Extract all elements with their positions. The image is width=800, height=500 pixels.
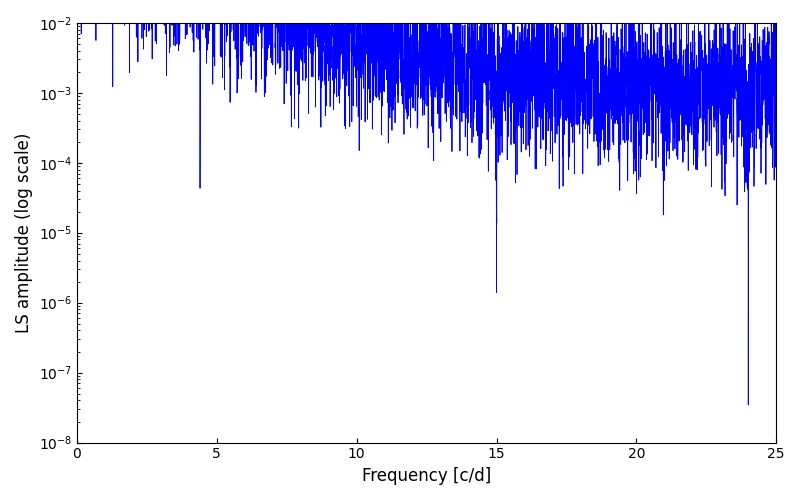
Y-axis label: LS amplitude (log scale): LS amplitude (log scale) — [15, 132, 33, 333]
X-axis label: Frequency [c/d]: Frequency [c/d] — [362, 467, 491, 485]
